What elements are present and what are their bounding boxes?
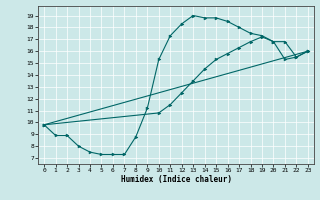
X-axis label: Humidex (Indice chaleur): Humidex (Indice chaleur) (121, 175, 231, 184)
